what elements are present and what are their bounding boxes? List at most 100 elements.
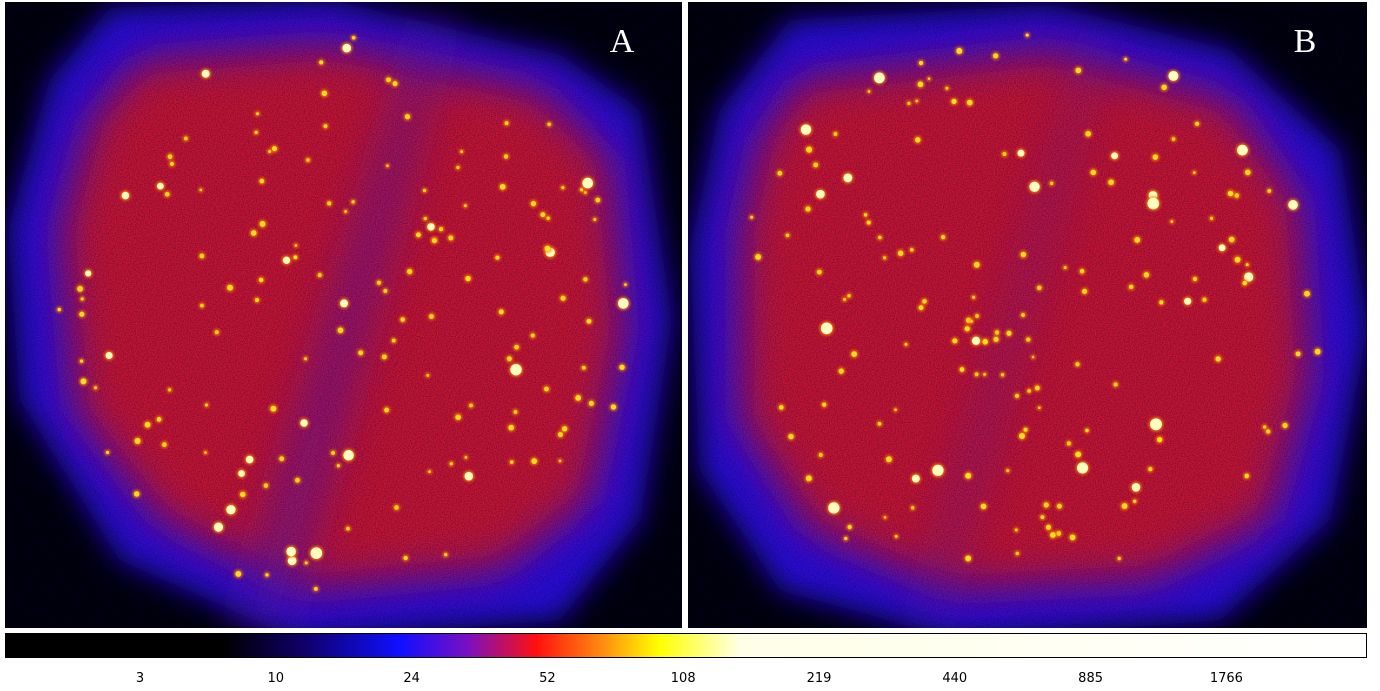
source-core bbox=[1245, 170, 1250, 175]
source-core bbox=[806, 475, 812, 481]
source-core bbox=[1057, 504, 1062, 509]
source-core bbox=[819, 453, 823, 457]
source-core bbox=[582, 178, 593, 189]
source-core bbox=[265, 573, 268, 576]
source-core bbox=[1082, 289, 1087, 294]
source-core bbox=[847, 294, 850, 297]
source-core bbox=[919, 305, 924, 310]
source-core bbox=[822, 403, 826, 407]
source-core bbox=[240, 492, 245, 497]
source-core bbox=[122, 192, 130, 200]
source-core bbox=[1067, 441, 1071, 445]
source-core bbox=[200, 189, 203, 192]
panel-b: B bbox=[688, 2, 1368, 640]
source-core bbox=[562, 426, 567, 431]
source-core bbox=[386, 77, 391, 82]
source-core bbox=[1202, 298, 1206, 302]
source-core bbox=[580, 188, 583, 191]
source-core bbox=[407, 269, 412, 274]
source-core bbox=[1046, 525, 1051, 530]
source-core bbox=[260, 179, 265, 184]
source-core bbox=[264, 483, 268, 487]
source-core bbox=[202, 70, 210, 78]
source-core bbox=[510, 364, 521, 375]
source-core bbox=[200, 304, 204, 308]
source-core bbox=[426, 374, 429, 377]
noise bbox=[5, 2, 682, 628]
source-core bbox=[972, 296, 975, 299]
source-core bbox=[304, 357, 307, 360]
source-core bbox=[1304, 291, 1310, 297]
source-core bbox=[1085, 131, 1091, 137]
source-core bbox=[1091, 170, 1097, 176]
source-core bbox=[500, 184, 506, 190]
source-core bbox=[340, 299, 348, 307]
source-core bbox=[918, 82, 924, 88]
source-core bbox=[510, 460, 513, 463]
source-core bbox=[848, 525, 852, 529]
source-core bbox=[106, 451, 109, 454]
source-core bbox=[324, 124, 328, 128]
source-core bbox=[226, 505, 235, 514]
source-core bbox=[1124, 58, 1127, 61]
source-core bbox=[1242, 281, 1246, 285]
source-core bbox=[919, 61, 923, 65]
source-core bbox=[786, 233, 790, 237]
source-core bbox=[1070, 534, 1076, 540]
source-core bbox=[256, 112, 259, 115]
source-core bbox=[460, 150, 463, 153]
source-core bbox=[801, 124, 811, 134]
source-core bbox=[546, 216, 549, 219]
source-core bbox=[575, 395, 581, 401]
source-core bbox=[874, 73, 885, 84]
source-core bbox=[272, 146, 277, 151]
source-core bbox=[975, 314, 979, 318]
source-core bbox=[1015, 394, 1019, 398]
source-core bbox=[1016, 552, 1019, 555]
source-core bbox=[956, 48, 962, 54]
source-core bbox=[1133, 500, 1136, 503]
source-core bbox=[1027, 389, 1031, 393]
source-core bbox=[1108, 179, 1114, 185]
source-core bbox=[343, 450, 354, 461]
source-core bbox=[1075, 362, 1079, 366]
source-core bbox=[1006, 331, 1011, 336]
source-core bbox=[1075, 452, 1081, 458]
tick-label: 885 bbox=[1078, 671, 1103, 686]
source-core bbox=[1003, 152, 1007, 156]
source-core bbox=[805, 206, 810, 211]
source-core bbox=[750, 216, 753, 219]
source-core bbox=[1026, 337, 1030, 341]
source-core bbox=[314, 587, 318, 591]
source-core bbox=[214, 523, 223, 532]
source-core bbox=[1171, 220, 1174, 223]
divider bbox=[682, 0, 688, 630]
source-core bbox=[582, 366, 586, 370]
panel-label: A bbox=[610, 23, 635, 60]
source-core bbox=[618, 298, 629, 309]
source-core bbox=[505, 121, 509, 125]
source-core bbox=[1234, 193, 1239, 198]
source-core bbox=[1021, 252, 1026, 257]
source-core bbox=[878, 422, 882, 426]
source-core bbox=[1134, 237, 1140, 243]
source-core bbox=[583, 277, 587, 281]
source-core bbox=[1122, 503, 1128, 509]
source-core bbox=[268, 150, 271, 153]
source-core bbox=[428, 470, 431, 473]
source-core bbox=[157, 183, 164, 190]
source-core bbox=[429, 314, 434, 319]
source-core bbox=[344, 210, 347, 213]
source-core bbox=[531, 201, 536, 206]
source-core bbox=[168, 154, 173, 159]
source-core bbox=[352, 36, 356, 40]
source-core bbox=[867, 221, 871, 225]
source-core bbox=[1195, 122, 1199, 126]
source-core bbox=[982, 339, 987, 344]
source-core bbox=[965, 473, 971, 479]
source-core bbox=[559, 460, 562, 463]
source-core bbox=[1015, 529, 1018, 532]
source-core bbox=[788, 434, 793, 439]
source-core bbox=[932, 465, 943, 476]
source-core bbox=[972, 337, 980, 345]
